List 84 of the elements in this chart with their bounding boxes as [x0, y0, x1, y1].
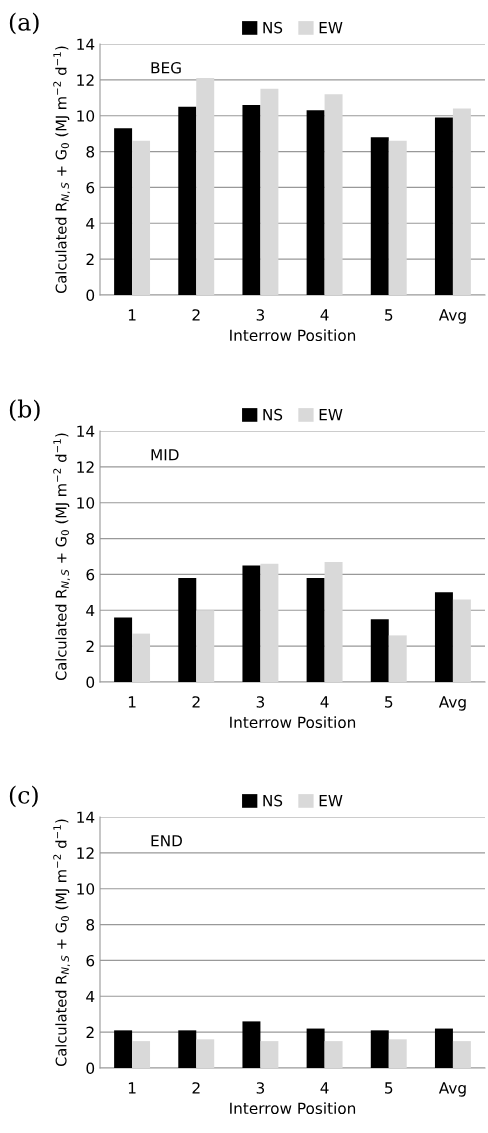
- legend-label: EW: [319, 795, 343, 807]
- x-tick-label: 4: [320, 696, 329, 708]
- y-tick-label: 4: [86, 990, 95, 1003]
- y-tick-label: 14: [77, 425, 95, 437]
- x-tick-label: 3: [256, 696, 265, 708]
- y-tick-label: 4: [86, 604, 95, 617]
- bar: [132, 140, 151, 295]
- y-tick-label: 6: [86, 954, 95, 967]
- y-tick-label: 12: [77, 74, 94, 86]
- x-tick-label: 1: [128, 696, 136, 708]
- bar: [196, 78, 215, 295]
- bar: [260, 88, 279, 295]
- bar: [452, 108, 471, 295]
- legend-label: EW: [319, 22, 343, 34]
- bar: [324, 561, 343, 682]
- legend-label: NS: [263, 408, 283, 421]
- x-tick-label: 4: [320, 1082, 329, 1094]
- y-tick-label: 14: [77, 811, 95, 823]
- bar: [324, 94, 343, 295]
- y-tick-label: 2: [86, 1026, 94, 1038]
- y-tick-label: 12: [77, 461, 94, 473]
- x-tick-label: Avg: [438, 309, 466, 324]
- bar: [370, 137, 389, 295]
- y-tick-label: 6: [86, 181, 95, 194]
- text: Calculated R$_{N,S}$ + G$_{0}$ (MJ m$^{−2}$ d$^{−1}$): [53, 433, 70, 681]
- bar: [434, 592, 453, 682]
- bar: [434, 117, 453, 295]
- x-axis-title: Interrow Position: [230, 1102, 356, 1115]
- bar: [114, 617, 133, 682]
- x-tick-label: 2: [192, 309, 200, 321]
- y-tick-label: 8: [86, 533, 95, 545]
- bar: [242, 104, 261, 295]
- y-tick-label: 12: [77, 847, 94, 859]
- y-tick-label: 2: [86, 640, 94, 652]
- y-tick-label: 8: [86, 146, 95, 158]
- legend-label: NS: [263, 21, 283, 34]
- bar: [114, 128, 133, 295]
- y-tick-label: 0: [86, 676, 95, 689]
- text: (b): [9, 399, 40, 422]
- y-tick-label: 2: [86, 253, 94, 265]
- x-tick-label: 4: [320, 309, 329, 321]
- y-tick-label: 14: [77, 38, 95, 50]
- x-tick-label: 5: [385, 1082, 393, 1094]
- bar: [132, 633, 151, 682]
- bar: [306, 110, 325, 295]
- bar: [306, 578, 325, 682]
- annotation: MID: [151, 449, 179, 461]
- text: Calculated R$_{N,S}$ + G$_{0}$ (MJ m$^{−2}$ d$^{−1}$): [53, 46, 70, 294]
- x-tick-label: 5: [385, 309, 393, 321]
- x-axis-title: Interrow Position: [230, 329, 356, 342]
- x-tick-label: 1: [128, 309, 136, 321]
- x-tick-label: 1: [128, 1082, 136, 1094]
- annotation: BEG: [151, 61, 181, 74]
- bar: [452, 599, 471, 682]
- y-tick-label: 10: [77, 110, 95, 122]
- y-tick-label: 0: [86, 289, 95, 302]
- bar: [242, 565, 261, 682]
- x-axis-title: Interrow Position: [230, 716, 356, 729]
- x-tick-label: 5: [385, 696, 393, 708]
- bar: [196, 610, 215, 682]
- legend-label: EW: [319, 409, 343, 421]
- text: (a): [9, 12, 39, 35]
- text: (c): [9, 785, 38, 808]
- y-tick-label: 10: [77, 497, 95, 509]
- x-tick-label: Avg: [438, 696, 466, 711]
- y-tick-label: 0: [86, 1062, 95, 1075]
- x-tick-label: 2: [192, 696, 200, 708]
- x-tick-label: 3: [256, 309, 265, 321]
- text: Calculated R$_{N,S}$ + G$_{0}$ (MJ m$^{−2}$ d$^{−1}$): [53, 819, 70, 1067]
- annotation: END: [151, 835, 182, 847]
- x-tick-label: 2: [192, 1082, 200, 1094]
- x-tick-label: Avg: [438, 1082, 466, 1097]
- bar: [178, 106, 197, 295]
- bar: [370, 619, 389, 682]
- y-tick-label: 8: [86, 919, 95, 931]
- y-tick-label: 4: [86, 217, 95, 230]
- y-tick-label: 6: [86, 568, 95, 581]
- bar: [260, 563, 279, 682]
- bar: [388, 140, 407, 295]
- bar: [178, 578, 197, 682]
- bar: [388, 635, 407, 682]
- y-tick-label: 10: [77, 883, 95, 895]
- legend-label: NS: [263, 794, 283, 807]
- x-tick-label: 3: [256, 1082, 265, 1094]
